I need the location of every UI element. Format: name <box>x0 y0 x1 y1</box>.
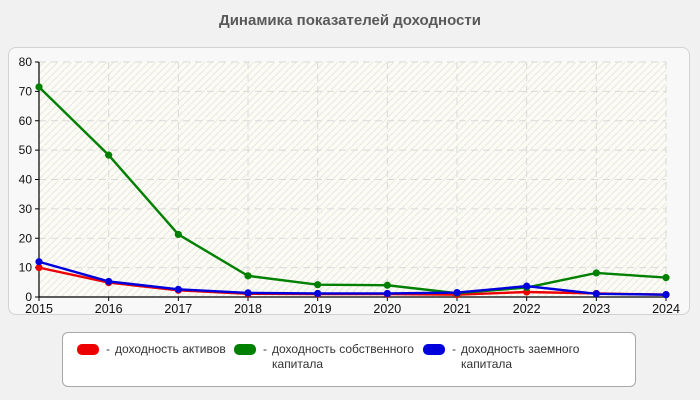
x-tick-label: 2020 <box>373 302 401 314</box>
x-tick-label: 2016 <box>95 302 123 314</box>
x-tick-label: 2023 <box>582 302 610 314</box>
series-2 <box>35 258 670 299</box>
y-tick-label: 40 <box>19 173 33 187</box>
chart-panel: 0 10 20 30 40 50 60 70 80 2015 2016 2017 2018 2019 202… <box>8 47 690 315</box>
data-point <box>383 281 391 289</box>
legend-swatch-blue <box>423 344 445 355</box>
x-tick-label: 2022 <box>513 302 541 314</box>
y-tick-label: 60 <box>19 114 33 128</box>
y-tick-label: 80 <box>19 55 33 69</box>
y-tick-label: 50 <box>19 143 33 157</box>
data-point <box>105 151 113 159</box>
line-chart: 0 10 20 30 40 50 60 70 80 2015 2016 2017 2018 2019 202… <box>19 55 680 314</box>
legend-dash: - <box>263 342 267 356</box>
legend: - доходность активов - доходность собств… <box>62 332 636 387</box>
data-point <box>662 291 670 299</box>
data-point <box>592 269 600 277</box>
y-tick-label: 10 <box>19 261 33 275</box>
data-point <box>35 264 43 272</box>
legend-swatch-red <box>77 344 99 355</box>
data-point <box>244 272 252 280</box>
data-point <box>592 290 600 298</box>
x-tick-label: 2017 <box>164 302 192 314</box>
data-point <box>314 289 322 298</box>
y-tick-label: 70 <box>19 84 33 98</box>
data-point <box>105 277 113 286</box>
legend-item-return-on-equity: - доходность собственного капитала <box>234 342 434 372</box>
series-line <box>38 86 667 295</box>
data-point <box>35 258 43 266</box>
legend-item-return-on-assets: - доходность активов <box>77 342 226 357</box>
horizontal-gridlines <box>39 61 666 269</box>
data-point <box>314 281 322 289</box>
data-point <box>383 289 391 298</box>
legend-label: доходность активов <box>115 342 226 356</box>
legend-dash: - <box>106 342 110 356</box>
y-tick-label: 30 <box>19 202 33 216</box>
x-tick-label: 2015 <box>25 302 53 314</box>
vertical-gridlines <box>108 62 667 297</box>
y-tick-label: 20 <box>19 231 33 245</box>
x-tick-label: 2024 <box>652 302 680 314</box>
x-tick-label: 2018 <box>234 302 262 314</box>
x-tick-label: 2019 <box>304 302 332 314</box>
legend-label: доходность заемного капитала <box>461 342 580 371</box>
data-point <box>174 230 182 239</box>
y-tick-label: 0 <box>25 290 32 304</box>
legend-item-return-on-borrowed-capital: - доходность заемного капитала <box>423 342 599 372</box>
data-point <box>174 285 182 293</box>
legend-label: доходность собственного капитала <box>272 342 414 371</box>
axes <box>38 62 666 298</box>
legend-dash: - <box>452 342 456 356</box>
data-point <box>523 282 531 290</box>
axis-ticks-and-labels: 0 10 20 30 40 50 60 70 80 2015 2016 2017 2018 2019 202… <box>19 55 680 314</box>
data-point <box>453 288 461 297</box>
data-point <box>35 83 43 91</box>
legend-swatch-green <box>234 344 256 355</box>
data-point <box>662 274 670 282</box>
data-point <box>244 289 252 297</box>
series-line <box>38 260 667 296</box>
series-1 <box>35 83 670 297</box>
chart-title: Динамика показателей доходности <box>219 12 481 29</box>
x-tick-label: 2021 <box>443 302 471 314</box>
